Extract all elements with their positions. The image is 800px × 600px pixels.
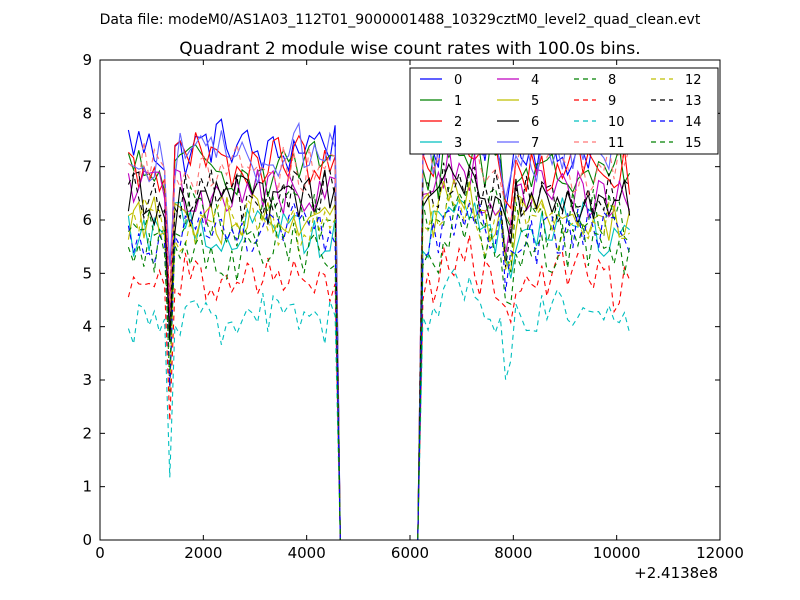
y-tick-label: 8 [82,104,92,122]
legend-box [409,67,719,155]
legend-label: 7 [531,136,539,151]
legend-label: 13 [685,94,702,109]
legend-label: 14 [685,115,702,130]
suptitle: Data file: modeM0/AS1A03_112T01_90000014… [100,12,701,28]
y-tick-label: 7 [82,158,92,176]
legend-label: 0 [454,73,462,88]
x-tick-label: 10000 [593,544,641,562]
x-offset-label: +2.4138e8 [634,564,718,582]
y-tick-label: 5 [82,264,92,282]
legend-label: 9 [608,94,616,109]
legend-label: 6 [531,115,539,130]
legend-label: 8 [608,73,616,88]
y-tick-label: 1 [82,478,92,496]
legend-label: 3 [454,136,462,151]
y-tick-label: 3 [82,371,92,389]
y-tick-label: 2 [82,424,92,442]
legend-label: 10 [608,115,625,130]
x-tick-label: 8000 [494,544,532,562]
x-tick-label: 2000 [184,544,222,562]
legend-label: 15 [685,136,702,151]
x-tick-label: 4000 [288,544,326,562]
legend-label: 11 [608,136,625,151]
legend-label: 2 [454,115,462,130]
legend-label: 4 [531,73,539,88]
legend-label: 1 [454,94,462,109]
y-tick-label: 9 [82,51,92,69]
legend-label: 5 [531,94,539,109]
y-tick-label: 4 [82,318,92,336]
x-tick-label: 6000 [391,544,429,562]
y-tick-label: 0 [82,531,92,549]
x-tick-label: 0 [95,544,105,562]
series-line-14 [127,201,631,541]
chart-title: Quadrant 2 module wise count rates with … [179,39,640,59]
x-tick-label: 12000 [696,544,744,562]
legend-label: 12 [685,73,702,88]
y-tick-label: 6 [82,211,92,229]
